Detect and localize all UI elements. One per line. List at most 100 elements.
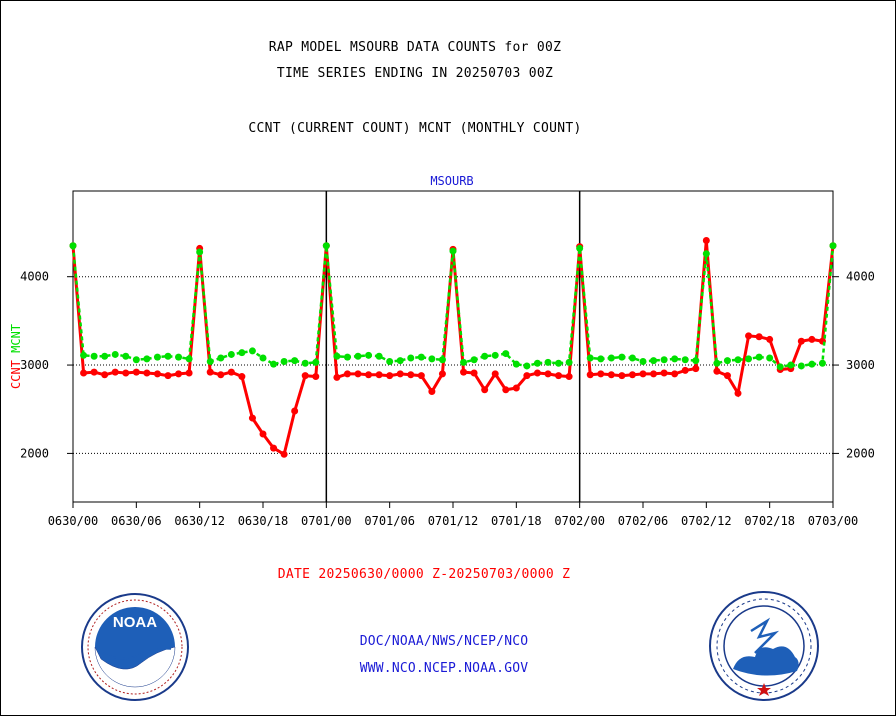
data-point-ccnt [407, 371, 415, 379]
y-tick-label-left: 3000 [20, 358, 49, 372]
data-point-mcnt [227, 350, 235, 358]
data-point-ccnt [280, 450, 288, 458]
data-point-mcnt [438, 356, 446, 364]
data-point-mcnt [259, 354, 267, 362]
data-point-mcnt [428, 355, 436, 363]
data-point-ccnt [227, 368, 235, 376]
data-point-mcnt [586, 354, 594, 362]
x-tick-label: 0701/00 [301, 514, 352, 528]
data-point-ccnt [491, 370, 499, 378]
data-point-ccnt [438, 370, 446, 378]
data-point-mcnt [270, 360, 278, 368]
data-point-mcnt [153, 353, 161, 361]
y-tick-label-left: 2000 [20, 446, 49, 460]
y-tick-label-right: 3000 [846, 358, 875, 372]
data-point-ccnt [164, 372, 172, 380]
data-point-mcnt [217, 354, 225, 362]
data-point-mcnt [523, 362, 531, 370]
data-point-mcnt [533, 359, 541, 367]
data-point-mcnt [69, 242, 77, 250]
data-point-ccnt [618, 372, 626, 380]
chart-title-line2: TIME SERIES ENDING IN 20250703 00Z [276, 66, 554, 81]
data-point-mcnt [702, 250, 710, 258]
x-tick-label: 0701/06 [364, 514, 415, 528]
data-point-ccnt [470, 369, 478, 377]
data-point-ccnt [586, 371, 594, 379]
x-tick-label: 0630/06 [111, 514, 162, 528]
y-axis-label: CCNT MCNT [9, 324, 23, 389]
data-point-mcnt [766, 354, 774, 362]
data-point-mcnt [248, 347, 256, 355]
x-tick-label: 0630/12 [174, 514, 225, 528]
data-point-mcnt [618, 353, 626, 361]
data-point-mcnt [396, 357, 404, 365]
data-point-ccnt [248, 414, 256, 422]
data-point-ccnt [365, 371, 373, 379]
data-point-mcnt [343, 353, 351, 361]
data-point-ccnt [153, 370, 161, 378]
noaa-logo-text: NOAA [113, 614, 157, 631]
data-point-ccnt [428, 388, 436, 396]
data-point-ccnt [607, 371, 615, 379]
data-point-ccnt [502, 386, 510, 394]
data-point-ccnt [797, 337, 805, 345]
date-range-label: DATE 20250630/0000 Z-20250703/0000 Z [277, 567, 571, 582]
data-point-mcnt [597, 355, 605, 363]
data-point-mcnt [481, 352, 489, 360]
data-point-ccnt [206, 368, 214, 376]
y-tick-label-right: 4000 [846, 270, 875, 284]
data-point-ccnt [386, 372, 394, 380]
data-point-ccnt [417, 372, 425, 380]
data-point-ccnt [312, 373, 320, 381]
data-point-ccnt [565, 373, 573, 381]
data-point-ccnt [111, 368, 119, 376]
data-point-ccnt [481, 386, 489, 394]
data-point-mcnt [164, 352, 172, 360]
data-point-mcnt [175, 353, 183, 361]
data-point-ccnt [217, 371, 225, 379]
data-point-ccnt [259, 430, 267, 438]
y-axis-label-ccnt: CCNT [9, 360, 23, 389]
data-point-mcnt [491, 351, 499, 359]
data-point-mcnt [333, 352, 341, 360]
data-point-mcnt [449, 247, 457, 255]
series-line-mcnt [71, 245, 835, 369]
data-point-ccnt [650, 370, 658, 378]
data-point-mcnt [291, 357, 299, 365]
chart-title-line1: RAP MODEL MSOURB DATA COUNTS for 00Z [268, 40, 562, 55]
data-point-ccnt [544, 370, 552, 378]
data-point-ccnt [238, 373, 246, 381]
x-tick-label: 0702/18 [744, 514, 795, 528]
data-point-mcnt [576, 244, 584, 252]
data-point-mcnt [375, 352, 383, 360]
data-point-mcnt [776, 363, 784, 371]
data-point-ccnt [745, 332, 753, 340]
data-point-mcnt [660, 356, 668, 364]
data-point-ccnt [301, 372, 309, 380]
data-point-mcnt [365, 351, 373, 359]
data-point-ccnt [460, 368, 468, 376]
data-point-ccnt [512, 384, 520, 392]
data-point-mcnt [713, 359, 721, 367]
website-label: WWW.NCO.NCEP.NOAA.GOV [359, 661, 529, 676]
data-point-ccnt [523, 372, 531, 380]
data-point-ccnt [396, 370, 404, 378]
data-point-mcnt [143, 355, 151, 363]
data-point-mcnt [111, 350, 119, 358]
data-point-ccnt [628, 371, 636, 379]
data-point-ccnt [702, 236, 710, 244]
data-point-ccnt [80, 369, 88, 377]
data-point-mcnt [808, 360, 816, 368]
data-point-ccnt [734, 389, 742, 397]
data-point-mcnt [671, 355, 679, 363]
data-point-ccnt [808, 335, 816, 343]
data-point-mcnt [185, 355, 193, 363]
data-point-ccnt [681, 366, 689, 374]
data-point-ccnt [143, 369, 151, 377]
data-point-ccnt [375, 371, 383, 379]
data-point-ccnt [175, 370, 183, 378]
x-tick-label: 0702/00 [554, 514, 605, 528]
data-point-ccnt [533, 369, 541, 377]
data-point-ccnt [270, 444, 278, 452]
